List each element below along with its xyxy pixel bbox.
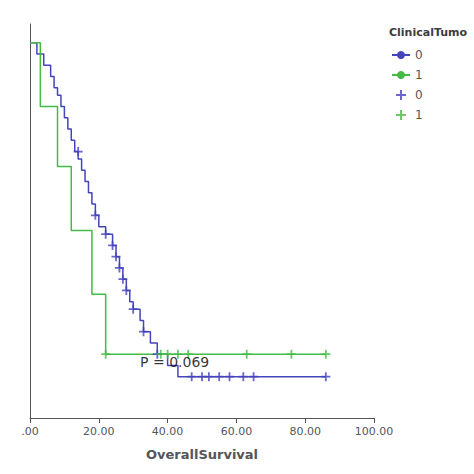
svg-text:OverallSurvival: OverallSurvival [146,447,258,462]
svg-text:80.00: 80.00 [289,425,321,438]
svg-text:1: 1 [415,108,423,122]
svg-text:1: 1 [415,68,423,82]
svg-text:40.00: 40.00 [152,425,184,438]
svg-text:P = 0.069: P = 0.069 [140,354,209,370]
svg-text:ClinicalTumo: ClinicalTumo [389,26,468,39]
svg-text:20.00: 20.00 [83,425,115,438]
svg-text:100.00: 100.00 [355,425,394,438]
svg-text:0: 0 [415,48,423,62]
svg-text:60.00: 60.00 [221,425,253,438]
svg-text:0: 0 [415,88,423,102]
svg-text:.00: .00 [21,425,39,438]
